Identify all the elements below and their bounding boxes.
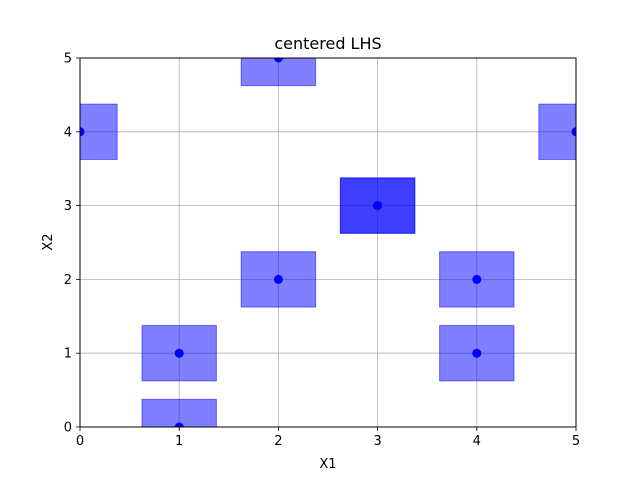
data-point	[174, 422, 184, 427]
data-point	[174, 348, 184, 358]
y-tick-label: 1	[64, 347, 72, 362]
data-point	[273, 58, 283, 63]
plot-frame	[79, 57, 577, 428]
interval-box	[80, 103, 118, 160]
x-tick-label: 0	[76, 434, 84, 449]
x-tick-label: 5	[572, 434, 580, 449]
x-tick-label: 3	[373, 434, 381, 449]
interval-boxes	[80, 58, 576, 427]
data-point	[571, 127, 576, 137]
y-tick-label: 0	[64, 421, 72, 436]
x-axis-label: X1	[319, 457, 336, 472]
data-point	[273, 274, 283, 284]
y-axis-label: X2	[41, 233, 56, 250]
interval-box	[240, 58, 317, 87]
y-tick-label: 2	[64, 273, 72, 288]
y-tick-label: 3	[64, 199, 72, 214]
y-tick-label: 4	[64, 125, 72, 140]
data-point	[472, 348, 482, 358]
data-point	[373, 201, 383, 211]
data-point	[80, 127, 85, 137]
data-points	[80, 58, 576, 427]
x-tick-label: 4	[473, 434, 481, 449]
y-tick-label: 5	[64, 52, 72, 67]
x-tick-label: 1	[175, 434, 183, 449]
y-axis-ticks: 0 1 2 3 4 5	[64, 52, 80, 436]
chart-title: centered LHS	[274, 34, 381, 53]
x-tick-label: 2	[274, 434, 282, 449]
interval-box	[141, 398, 217, 427]
x-axis-ticks: 0 1 2 3 4 5	[76, 427, 580, 449]
data-point	[472, 274, 482, 284]
